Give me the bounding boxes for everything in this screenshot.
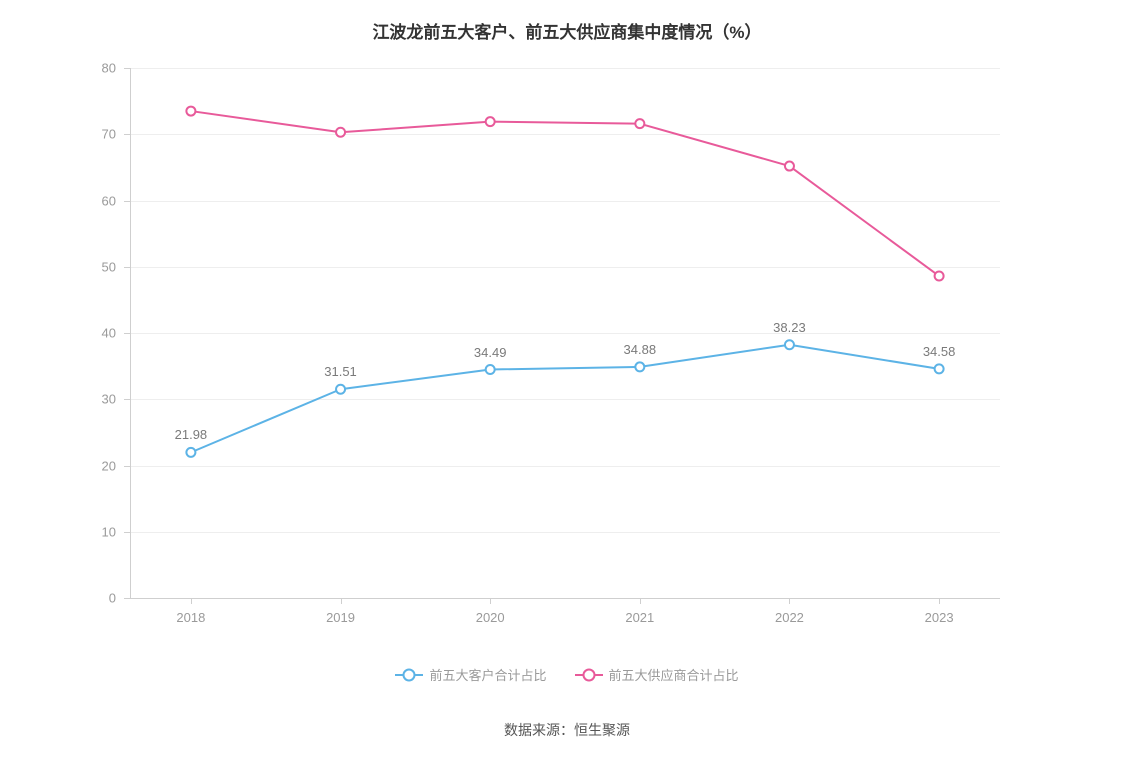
series-marker-suppliers (935, 272, 944, 281)
x-tick-label: 2019 (326, 610, 355, 625)
concentration-line-chart: 江波龙前五大客户、前五大供应商集中度情况（%） 0102030405060708… (0, 0, 1134, 766)
data-label-customers: 31.51 (324, 364, 357, 379)
y-tick-label: 30 (102, 392, 124, 407)
x-axis-line (130, 598, 1000, 599)
data-source-note: 数据来源：恒生聚源 (0, 720, 1134, 740)
chart-legend: 前五大客户合计占比 前五大供应商合计占比 (0, 665, 1134, 684)
x-tick-label: 2020 (476, 610, 505, 625)
x-tick-label: 2021 (625, 610, 654, 625)
data-label-customers: 34.58 (923, 344, 956, 359)
series-svg (130, 68, 1000, 598)
data-label-customers: 38.23 (773, 320, 806, 335)
legend-label: 前五大供应商合计占比 (609, 665, 739, 684)
data-label-customers: 34.49 (474, 345, 507, 360)
series-marker-suppliers (785, 162, 794, 171)
legend-item-suppliers[interactable]: 前五大供应商合计占比 (575, 665, 739, 684)
legend-swatch (395, 674, 423, 676)
legend-swatch (575, 674, 603, 676)
legend-item-customers[interactable]: 前五大客户合计占比 (395, 665, 546, 684)
y-tick-label: 70 (102, 127, 124, 142)
x-tick-label: 2018 (176, 610, 205, 625)
series-marker-suppliers (186, 107, 195, 116)
legend-label: 前五大客户合计占比 (429, 665, 546, 684)
series-marker-customers (635, 362, 644, 371)
y-tick-label: 40 (102, 326, 124, 341)
y-tick-label: 10 (102, 524, 124, 539)
x-tick-label: 2022 (775, 610, 804, 625)
series-marker-customers (935, 364, 944, 373)
data-label-customers: 34.88 (624, 342, 657, 357)
y-tick-label: 80 (102, 61, 124, 76)
y-tick-label: 0 (109, 591, 124, 606)
series-line-suppliers (191, 111, 939, 276)
y-tick-label: 20 (102, 458, 124, 473)
y-tick-label: 60 (102, 193, 124, 208)
series-line-customers (191, 345, 939, 453)
series-marker-customers (186, 448, 195, 457)
x-tick (640, 598, 641, 604)
x-tick (341, 598, 342, 604)
series-marker-suppliers (336, 128, 345, 137)
x-tick (191, 598, 192, 604)
series-marker-customers (785, 340, 794, 349)
y-tick-label: 50 (102, 259, 124, 274)
x-tick (490, 598, 491, 604)
series-marker-customers (486, 365, 495, 374)
x-tick (789, 598, 790, 604)
series-marker-suppliers (486, 117, 495, 126)
series-marker-customers (336, 385, 345, 394)
series-marker-suppliers (635, 119, 644, 128)
data-label-customers: 21.98 (175, 427, 208, 442)
plot-area: 0102030405060708020182019202020212022202… (130, 68, 1000, 598)
x-tick-label: 2023 (925, 610, 954, 625)
chart-title: 江波龙前五大客户、前五大供应商集中度情况（%） (0, 18, 1134, 43)
x-tick (939, 598, 940, 604)
